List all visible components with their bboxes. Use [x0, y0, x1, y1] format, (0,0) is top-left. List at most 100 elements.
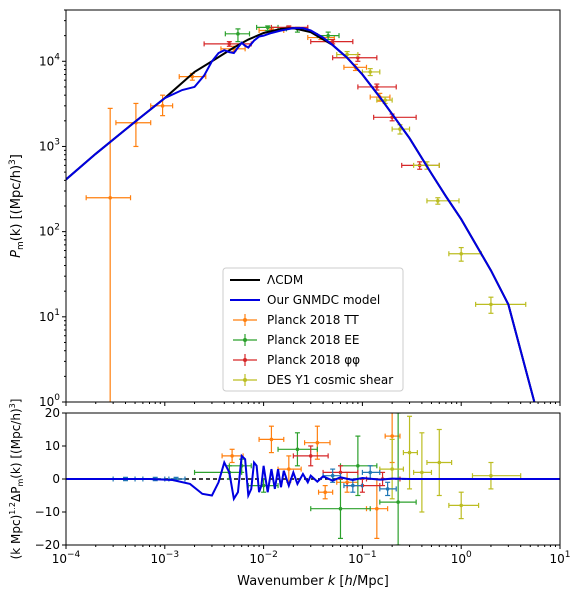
bottom-planck-2018-ee-marker: [396, 500, 400, 504]
legend-swatch-marker: [243, 358, 247, 362]
top-planck-2018-point-4: [332, 53, 378, 62]
top-planck-2018-ee-marker: [326, 33, 330, 38]
bottom-x-tick-label: 10−3: [151, 550, 180, 566]
top-y-tick-label: 103: [39, 137, 60, 153]
top-des-y1-cosmic-shear-marker: [345, 52, 349, 57]
bottom-des-y1-cosmic-shear-errorbars: [379, 415, 522, 520]
bottom-des-y1-cosmic-shear-point-1: [379, 438, 404, 500]
top-planck-2018-marker: [227, 42, 232, 46]
top-y-tick-label: 104: [39, 52, 60, 68]
bottom-planck-2018-ee-point-5: [310, 478, 371, 540]
legend-label: Our GNMDC model: [267, 293, 380, 307]
top-des-y1-cosmic-shear-point-7: [448, 246, 482, 262]
bottom-panel: −20 −10 0 10 20 10−4 10−3 10−2 10−1 100 101 (k Mp…: [8, 399, 571, 589]
bottom-y-tick-label: 20: [45, 406, 60, 420]
bottom-planck-2018-tt-marker: [345, 480, 349, 485]
top-planck-2018-tt-point-4: [178, 72, 207, 81]
top-des-y1-cosmic-shear-marker: [436, 199, 440, 203]
legend-swatch-marker: [243, 378, 247, 382]
top-planck-2018-tt-point-2: [115, 102, 152, 148]
bottom-low-k-markers-marker: [351, 483, 355, 488]
legend-label: DES Y1 cosmic shear: [267, 373, 393, 387]
bottom-planck-2018-ee-marker: [338, 506, 343, 511]
top-y-tick-label: 102: [39, 223, 60, 239]
bottom-des-y1-cosmic-shear-point-3: [413, 432, 433, 513]
bottom-des-y1-cosmic-shear-marker: [489, 473, 493, 478]
bottom-x-tick-label: 10−4: [52, 550, 81, 566]
top-y-ticks: 100 101 102 103 104: [39, 9, 66, 409]
bottom-planck-2018-tt-marker: [315, 440, 320, 445]
bottom-y-tick-label: 0: [52, 472, 60, 486]
top-y-tick-label: 101: [39, 308, 60, 324]
bottom-des-y1-cosmic-shear-marker: [437, 460, 442, 465]
bottom-low-k-markers-marker: [385, 487, 390, 491]
bottom-des-y1-cosmic-shear-point-6: [471, 461, 522, 490]
legend-label: Planck 2018 TT: [267, 313, 359, 327]
bottom-y-ticks: −20 −10 0 10 20: [35, 406, 66, 552]
bottom-planck-2018-tt-point-4: [303, 425, 331, 460]
top-planck-2018-ee-point-1: [224, 28, 251, 43]
top-des-y1-cosmic-shear-point-1: [336, 50, 359, 59]
bottom-planck-2018-ee-marker: [295, 447, 300, 452]
bottom-x-ticks: 10−4 10−3 10−2 10−1 100 101: [52, 545, 571, 566]
legend-entry-planck-2018: Planck 2018 φφ: [233, 353, 360, 367]
top-des-y1-cosmic-shear-point-3: [376, 96, 393, 105]
bottom-gnmdc-cdm-curve: [66, 453, 560, 502]
top-planck-2018-point-5: [357, 83, 397, 91]
bottom-planck-2018-tt-marker: [390, 434, 394, 438]
top-des-y1-cosmic-shear-point-8: [475, 296, 527, 314]
bottom-y-tick-label: 10: [45, 439, 60, 453]
legend-label: Planck 2018 φφ: [267, 353, 360, 367]
top-des-y1-cosmic-shear-marker: [383, 98, 387, 102]
top-y-axis-label: Pm(k) [(Mpc/h)3]: [8, 154, 26, 258]
top-our-gnmdc-model-curve: [66, 27, 536, 402]
bottom-x-tick-label: 10−1: [348, 550, 377, 566]
bottom-low-k-markers-marker: [368, 470, 373, 475]
legend: ΛCDM Our GNMDC model Planck 2018 TT Planck …: [222, 267, 404, 392]
bottom-x-tick-label: 101: [549, 550, 570, 566]
bottom-x-tick-label: 10−2: [249, 550, 278, 566]
top-planck-2018-marker: [356, 55, 360, 60]
bottom-y-axis-label: (k Mpc)1.2ΔPm(k) [(Mpc/h)3]: [8, 399, 25, 560]
x-axis-label: Wavenumber k [h/Mpc]: [237, 574, 389, 589]
top-panel-series: [66, 24, 536, 402]
bottom-des-y1-cosmic-shear-point-5: [448, 491, 480, 520]
bottom-des-y1-cosmic-shear-marker: [459, 503, 464, 508]
top-des-y1-cosmic-shear-point-4: [391, 124, 411, 135]
legend-label: Planck 2018 EE: [267, 333, 359, 347]
bottom-planck-2018-tt-errorbars: [221, 413, 401, 540]
bottom-planck-2018-ee-marker: [261, 483, 266, 488]
top-y-tick-label: 100: [39, 393, 60, 409]
bottom-low-k-markers-marker: [330, 473, 335, 478]
top-des-y1-cosmic-shear-marker: [489, 302, 493, 307]
legend-label: ΛCDM: [267, 273, 303, 287]
bottom-planck-2018-tt-marker: [375, 506, 379, 511]
bottom-y-tick-label: −10: [35, 505, 60, 519]
bottom-x-tick-label: 100: [451, 550, 472, 566]
top-planck-2018-tt-point-1: [85, 107, 132, 402]
bottom-low-k-markers-point-7: [379, 481, 397, 497]
top-x-ticks: [65, 402, 561, 406]
top-panel: 100 101 102 103 104 Pm(k) [(Mpc/h)3] ΛCDM Our…: [8, 9, 561, 409]
bottom-planck-2018-marker: [338, 470, 343, 475]
top-des-y1-cosmic-shear-marker: [398, 127, 402, 131]
bottom-planck-2018-tt-marker: [230, 454, 234, 458]
top-des-y1-cosmic-shear-errorbars: [336, 50, 527, 314]
bottom-planck-2018-marker: [308, 454, 313, 458]
bottom-des-y1-cosmic-shear-marker: [407, 450, 412, 455]
top-planck-2018-ee-marker: [265, 25, 270, 30]
bottom-planck-2018-point-1: [292, 445, 329, 467]
top-des-y1-cosmic-shear-point-2: [361, 68, 381, 77]
legend-entry-cdm: ΛCDM: [230, 273, 303, 287]
legend-entry-planck-2018-ee: Planck 2018 EE: [233, 333, 359, 347]
bottom-planck-2018-tt-marker: [287, 467, 291, 471]
legend-entry-des-y1-cosmic-shear: DES Y1 cosmic shear: [233, 373, 393, 387]
legend-entry-our-gnmdc-model: Our GNMDC model: [230, 293, 380, 307]
top-planck-2018-marker: [375, 85, 379, 89]
bottom-planck-2018-ee-marker: [356, 464, 360, 468]
top-planck-2018-ee-marker: [236, 32, 240, 36]
bottom-des-y1-cosmic-shear-marker: [390, 467, 394, 471]
legend-entries: ΛCDM Our GNMDC model Planck 2018 TT Planck …: [230, 273, 393, 387]
legend-swatch-marker: [243, 338, 247, 342]
